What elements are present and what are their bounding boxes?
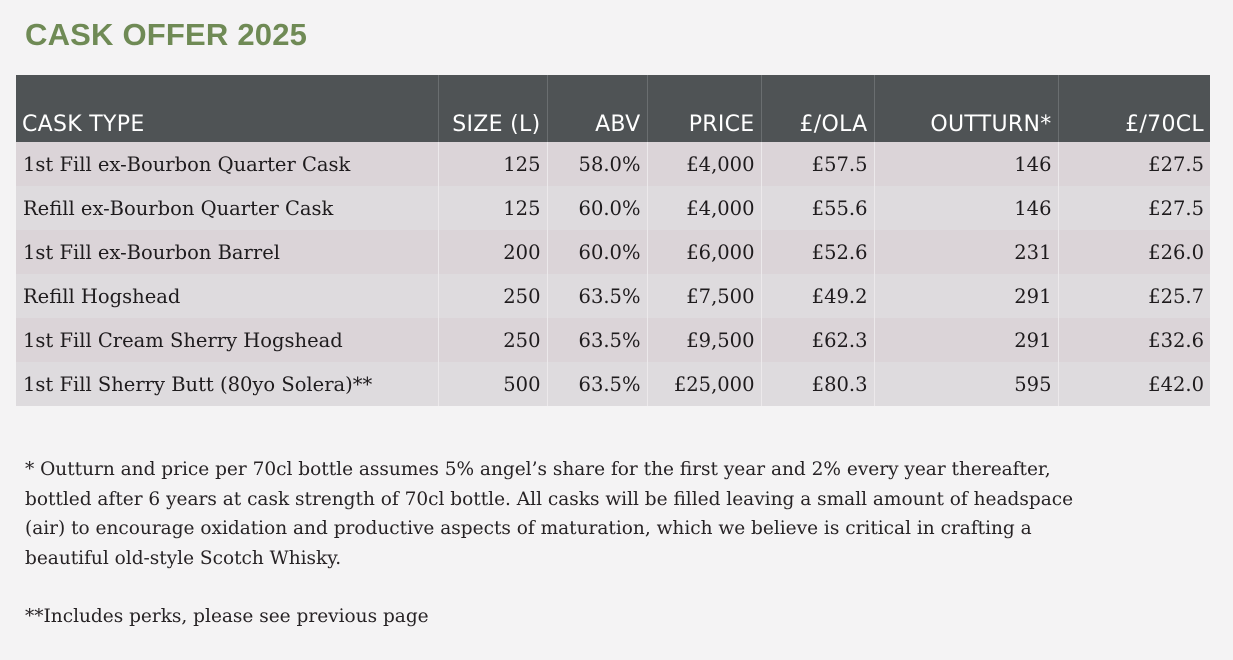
outturn-cell: 291 (874, 274, 1059, 318)
size-cell: 500 (438, 362, 548, 406)
price-cell: £4,000 (647, 142, 762, 186)
abv-cell: 60.0% (547, 186, 648, 230)
outturn-cell: 146 (874, 142, 1059, 186)
table-row: Refill ex-Bourbon Quarter Cask 125 60.0%… (16, 186, 1210, 230)
abv-cell: 63.5% (547, 318, 648, 362)
size-cell: 250 (438, 274, 548, 318)
price-per-70cl-cell: £27.5 (1058, 186, 1210, 230)
size-cell: 200 (438, 230, 548, 274)
header-price-per-ola: £/OLA (761, 75, 875, 142)
perks-footnote: **Includes perks, please see previous pa… (25, 606, 429, 627)
price-cell: £7,500 (647, 274, 762, 318)
price-per-70cl-cell: £25.7 (1058, 274, 1210, 318)
table-header-row: CASK TYPE SIZE (L) ABV PRICE £/OLA OUTTU… (16, 75, 1210, 142)
price-cell: £9,500 (647, 318, 762, 362)
page-title: CASK OFFER 2025 (25, 17, 308, 52)
outturn-footnote: * Outturn and price per 70cl bottle assu… (25, 459, 1074, 569)
footnotes: * Outturn and price per 70cl bottle assu… (25, 455, 1105, 632)
cask-type-cell: Refill ex-Bourbon Quarter Cask (16, 186, 439, 230)
abv-cell: 58.0% (547, 142, 648, 186)
price-per-ola-cell: £52.6 (761, 230, 875, 274)
size-cell: 250 (438, 318, 548, 362)
abv-cell: 60.0% (547, 230, 648, 274)
header-abv: ABV (547, 75, 648, 142)
size-cell: 125 (438, 142, 548, 186)
cask-type-cell: 1st Fill ex-Bourbon Quarter Cask (16, 142, 439, 186)
price-per-ola-cell: £80.3 (761, 362, 875, 406)
table-row: 1st Fill ex-Bourbon Barrel 200 60.0% £6,… (16, 230, 1210, 274)
price-per-70cl-cell: £42.0 (1058, 362, 1210, 406)
price-per-ola-cell: £62.3 (761, 318, 875, 362)
abv-cell: 63.5% (547, 362, 648, 406)
table-row: 1st Fill ex-Bourbon Quarter Cask 125 58.… (16, 142, 1210, 186)
size-cell: 125 (438, 186, 548, 230)
header-cask-type: CASK TYPE (16, 75, 439, 142)
table-row: Refill Hogshead 250 63.5% £7,500 £49.2 2… (16, 274, 1210, 318)
outturn-cell: 231 (874, 230, 1059, 274)
price-cell: £6,000 (647, 230, 762, 274)
price-cell: £4,000 (647, 186, 762, 230)
price-per-ola-cell: £55.6 (761, 186, 875, 230)
header-price-per-70cl: £/70CL (1058, 75, 1210, 142)
header-price: PRICE (647, 75, 762, 142)
cask-type-cell: 1st Fill ex-Bourbon Barrel (16, 230, 439, 274)
price-per-70cl-cell: £26.0 (1058, 230, 1210, 274)
price-per-70cl-cell: £32.6 (1058, 318, 1210, 362)
outturn-cell: 146 (874, 186, 1059, 230)
price-per-70cl-cell: £27.5 (1058, 142, 1210, 186)
cask-type-cell: Refill Hogshead (16, 274, 439, 318)
header-size: SIZE (L) (438, 75, 548, 142)
cask-type-cell: 1st Fill Cream Sherry Hogshead (16, 318, 439, 362)
outturn-cell: 595 (874, 362, 1059, 406)
abv-cell: 63.5% (547, 274, 648, 318)
price-per-ola-cell: £49.2 (761, 274, 875, 318)
cask-offer-table: CASK TYPE SIZE (L) ABV PRICE £/OLA OUTTU… (16, 75, 1210, 406)
price-cell: £25,000 (647, 362, 762, 406)
table-row: 1st Fill Cream Sherry Hogshead 250 63.5%… (16, 318, 1210, 362)
header-outturn: OUTTURN* (874, 75, 1059, 142)
price-per-ola-cell: £57.5 (761, 142, 875, 186)
outturn-cell: 291 (874, 318, 1059, 362)
cask-type-cell: 1st Fill Sherry Butt (80yo Solera)** (16, 362, 439, 406)
table-row: 1st Fill Sherry Butt (80yo Solera)** 500… (16, 362, 1210, 406)
